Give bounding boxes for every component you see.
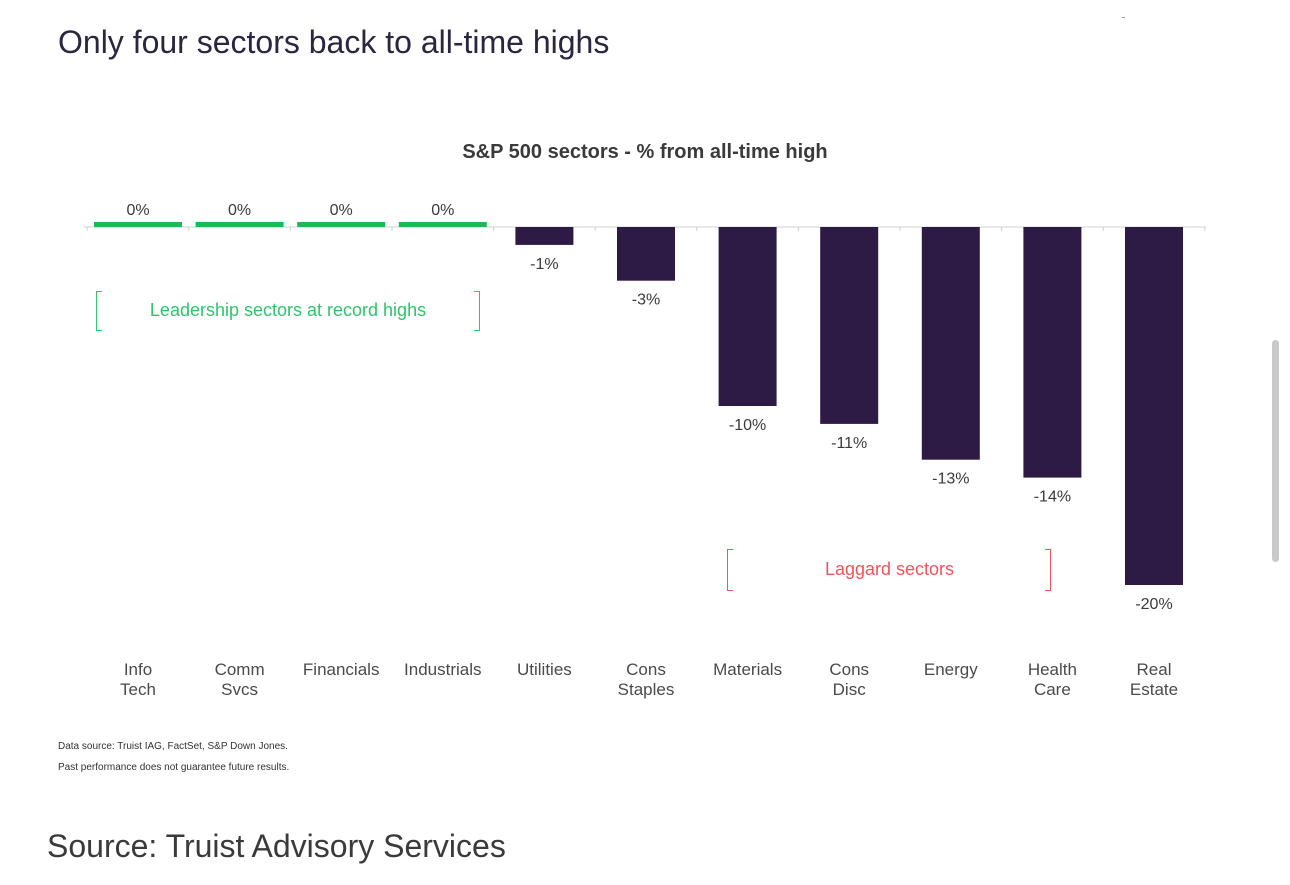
bar-cons-staples: [617, 227, 675, 281]
category-label-line: Estate: [1129, 680, 1179, 699]
data-label-industrials: 0%: [431, 202, 454, 219]
bar-real-estate: [1125, 227, 1183, 585]
data-label-real-estate: -20%: [1135, 596, 1172, 613]
bar-comm-svcs: [195, 222, 284, 227]
data-label-comm-svcs: 0%: [228, 202, 251, 219]
category-label-industrials: Industrials: [388, 660, 498, 680]
footnote-disclaimer: Past performance does not guarantee futu…: [58, 762, 290, 773]
category-label-line: Staples: [617, 680, 675, 699]
category-label-line: Industrials: [404, 660, 482, 679]
bar-financials: [297, 222, 386, 227]
category-label-cons-disc: Cons Disc: [794, 660, 904, 700]
category-label-line: Cons: [829, 660, 870, 679]
category-label-line: Real: [1136, 660, 1172, 679]
chart-title: S&P 500 sectors - % from all-time high: [462, 141, 828, 163]
data-label-info-tech: 0%: [126, 202, 149, 219]
category-label-materials: Materials: [693, 660, 803, 680]
category-label-line: Cons: [626, 660, 666, 679]
category-label-line: Tech: [120, 680, 156, 699]
category-label-line: Svcs: [221, 680, 259, 699]
category-label-health-care: Health Care: [997, 660, 1107, 700]
leader-note-bracket-right: [474, 291, 480, 331]
bar-health-care: [1023, 227, 1082, 478]
data-label-cons-disc: -11%: [831, 435, 867, 452]
bar-materials: [718, 227, 777, 406]
corner-mark: [1122, 17, 1125, 18]
data-label-financials: 0%: [330, 202, 353, 219]
category-label-utilities: Utilities: [489, 660, 599, 680]
leader-note: Leadership sectors at record highs: [149, 300, 427, 320]
bar-energy: [921, 227, 980, 460]
bar-info-tech: [94, 222, 182, 227]
data-label-cons-staples: -3%: [632, 292, 660, 309]
category-label-line: Info: [123, 660, 153, 679]
footnote-data-source: Data source: Truist IAG, FactSet, S&P Do…: [58, 741, 288, 752]
data-label-materials: -10%: [729, 417, 766, 434]
page-title: Only four sectors back to all-time highs: [58, 24, 610, 60]
category-label-line: Energy: [923, 660, 978, 679]
category-label-info-tech: Info Tech: [83, 660, 193, 700]
category-label-line: Care: [1033, 680, 1071, 699]
category-label-line: Health: [1027, 660, 1077, 679]
category-label-cons-staples: Cons Staples: [591, 660, 701, 700]
category-label-line: Materials: [713, 660, 783, 679]
category-label-line: Comm: [214, 660, 265, 679]
data-label-energy: -13%: [932, 471, 969, 488]
bar-utilities: [515, 227, 574, 245]
scrollbar-thumb[interactable]: [1272, 340, 1279, 562]
data-label-utilities: -1%: [530, 256, 558, 273]
leader-note-bracket-left: [96, 291, 102, 331]
category-label-financials: Financials: [286, 660, 396, 680]
bar-cons-disc: [820, 227, 879, 424]
category-label-comm-svcs: Comm Svcs: [185, 660, 295, 700]
category-label-real-estate: Real Estate: [1099, 660, 1209, 700]
category-label-line: Utilities: [516, 660, 572, 679]
category-label-energy: Energy: [896, 660, 1006, 680]
laggard-note: Laggard sectors: [824, 559, 955, 579]
source-caption: Source: Truist Advisory Services: [47, 828, 506, 864]
laggard-note-bracket-right: [1045, 549, 1051, 591]
data-label-health-care: -14%: [1034, 489, 1071, 506]
laggard-note-bracket-left: [727, 549, 733, 591]
category-label-line: Disc: [832, 680, 866, 699]
category-label-line: Financials: [302, 660, 380, 679]
bar-industrials: [398, 222, 487, 227]
